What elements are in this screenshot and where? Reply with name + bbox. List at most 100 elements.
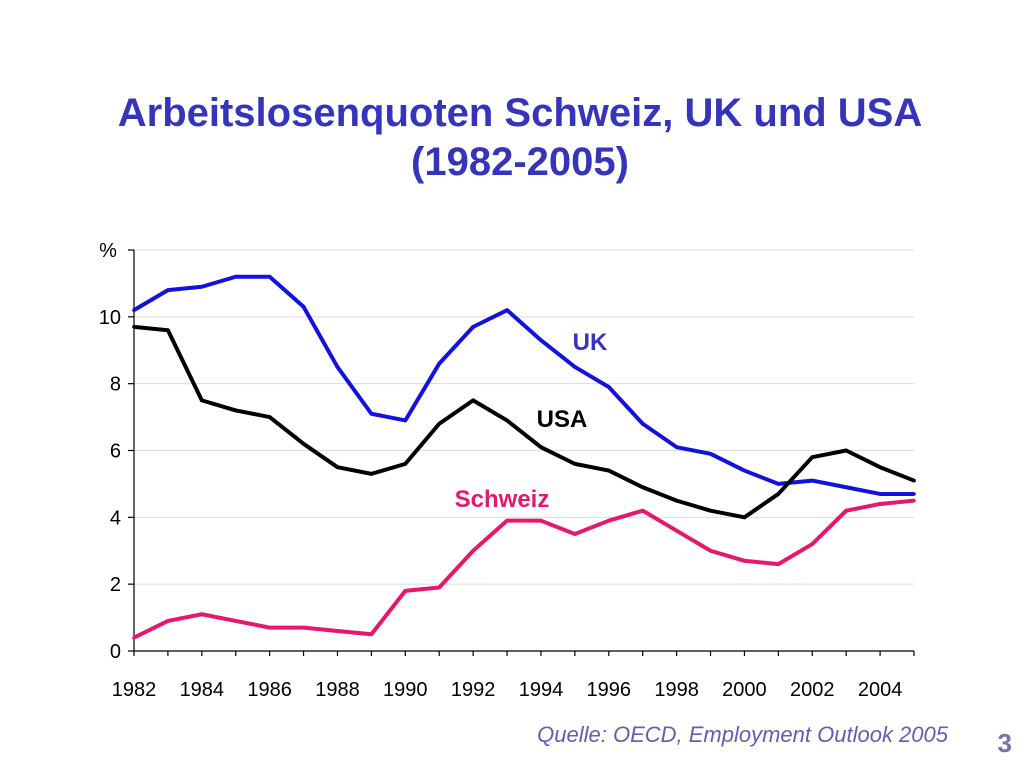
- data-point-usa: [776, 492, 781, 496]
- data-point-schweiz: [573, 532, 577, 536]
- data-point-schweiz: [301, 625, 306, 630]
- data-point-usa: [335, 465, 340, 470]
- data-point-uk: [267, 274, 272, 279]
- data-point-schweiz: [912, 498, 916, 503]
- x-tick-label: 1996: [587, 679, 632, 701]
- data-point-schweiz: [267, 625, 272, 630]
- data-point-usa: [437, 421, 442, 426]
- series-line-schweiz: [133, 498, 915, 640]
- data-point-schweiz: [471, 548, 475, 553]
- data-point-usa: [912, 478, 916, 483]
- data-point-usa: [708, 508, 713, 513]
- page-number: 3: [997, 728, 1012, 758]
- data-point-schweiz: [166, 619, 170, 623]
- data-point-usa: [878, 465, 882, 470]
- x-tick-label: 1992: [451, 679, 496, 701]
- data-point-uk: [573, 365, 577, 369]
- y-tick-label: 2: [110, 574, 121, 596]
- data-point-usa: [132, 325, 136, 329]
- data-point-schweiz: [369, 632, 374, 637]
- data-point-schweiz: [708, 548, 713, 553]
- data-point-schweiz: [674, 528, 679, 533]
- data-point-usa: [200, 398, 204, 403]
- x-tick-label: 1986: [247, 679, 292, 701]
- data-point-uk: [810, 478, 815, 483]
- data-point-schweiz: [403, 589, 408, 593]
- axes: 0 2 4 6 8 10% 1982 1984 1986 1988 1990 1992 1994 1996…: [99, 240, 915, 701]
- data-point-uk: [166, 288, 170, 292]
- data-point-usa: [844, 448, 848, 453]
- data-point-uk: [878, 492, 882, 496]
- data-point-schweiz: [233, 619, 238, 623]
- y-tick-label: 6: [110, 441, 121, 463]
- data-point-uk: [776, 482, 781, 486]
- chart-title: Arbeitslosenquoten Schweiz, UK und USA (…: [117, 91, 923, 184]
- data-point-usa: [471, 398, 475, 403]
- data-point-schweiz: [810, 542, 815, 546]
- data-point-uk: [369, 411, 374, 416]
- data-point-usa: [606, 468, 611, 473]
- data-point-uk: [132, 308, 136, 312]
- x-tick-label: 2002: [790, 679, 835, 701]
- y-tick-label: 4: [110, 507, 121, 529]
- data-point-usa: [742, 515, 747, 520]
- data-point-schweiz: [878, 502, 882, 506]
- x-tick-label: 1998: [654, 679, 699, 701]
- y-axis-unit-label: %: [99, 240, 117, 262]
- data-point-schweiz: [335, 629, 340, 633]
- gridlines: [134, 249, 914, 585]
- data-point-uk: [301, 305, 306, 309]
- data-point-usa: [539, 445, 543, 449]
- y-tick-label: 10: [99, 307, 121, 329]
- x-tick-label: 1982: [112, 679, 157, 701]
- series-usa: USA: [132, 324, 916, 520]
- data-point-uk: [640, 421, 645, 426]
- data-point-schweiz: [640, 508, 645, 513]
- y-tick-label: 0: [110, 641, 121, 663]
- source-note: Quelle: OECD, Employment Outlook 2005: [537, 722, 948, 747]
- x-tick-label: 2004: [858, 679, 903, 701]
- data-point-usa: [403, 462, 408, 466]
- data-point-uk: [233, 274, 238, 279]
- data-point-uk: [912, 492, 916, 496]
- series-line-usa: [133, 324, 915, 520]
- series-label-schweiz: Schweiz: [455, 486, 550, 513]
- data-point-schweiz: [844, 508, 848, 513]
- data-point-usa: [573, 462, 577, 466]
- data-point-schweiz: [539, 518, 543, 523]
- series-label-usa: USA: [537, 406, 588, 433]
- x-tick-label: 1988: [315, 679, 360, 701]
- data-point-usa: [267, 415, 272, 419]
- data-point-uk: [742, 468, 747, 473]
- data-point-usa: [810, 455, 815, 459]
- data-point-usa: [369, 472, 374, 476]
- data-point-schweiz: [200, 612, 204, 617]
- data-point-uk: [471, 325, 475, 329]
- data-point-schweiz: [606, 518, 611, 523]
- series-label-uk: UK: [573, 329, 608, 356]
- data-point-schweiz: [437, 585, 442, 590]
- data-point-uk: [335, 365, 340, 369]
- x-tick-label: 1994: [519, 679, 564, 701]
- data-point-uk: [403, 418, 408, 423]
- data-point-schweiz: [132, 635, 136, 640]
- data-point-uk: [437, 361, 442, 366]
- data-point-uk: [844, 485, 848, 490]
- data-point-uk: [606, 385, 611, 389]
- data-point-usa: [640, 485, 645, 490]
- series-uk: UK: [132, 274, 916, 496]
- data-point-usa: [233, 408, 238, 413]
- x-tick-label: 1984: [180, 679, 225, 701]
- data-point-uk: [200, 284, 204, 289]
- data-point-uk: [708, 452, 713, 456]
- data-point-schweiz: [776, 562, 781, 566]
- x-tick-label: 2000: [722, 679, 767, 701]
- data-point-schweiz: [742, 558, 747, 563]
- x-tick-label: 1990: [383, 679, 428, 701]
- data-point-usa: [301, 442, 306, 446]
- data-point-uk: [539, 338, 543, 343]
- series-line-uk: [132, 274, 914, 496]
- data-point-schweiz: [505, 518, 509, 523]
